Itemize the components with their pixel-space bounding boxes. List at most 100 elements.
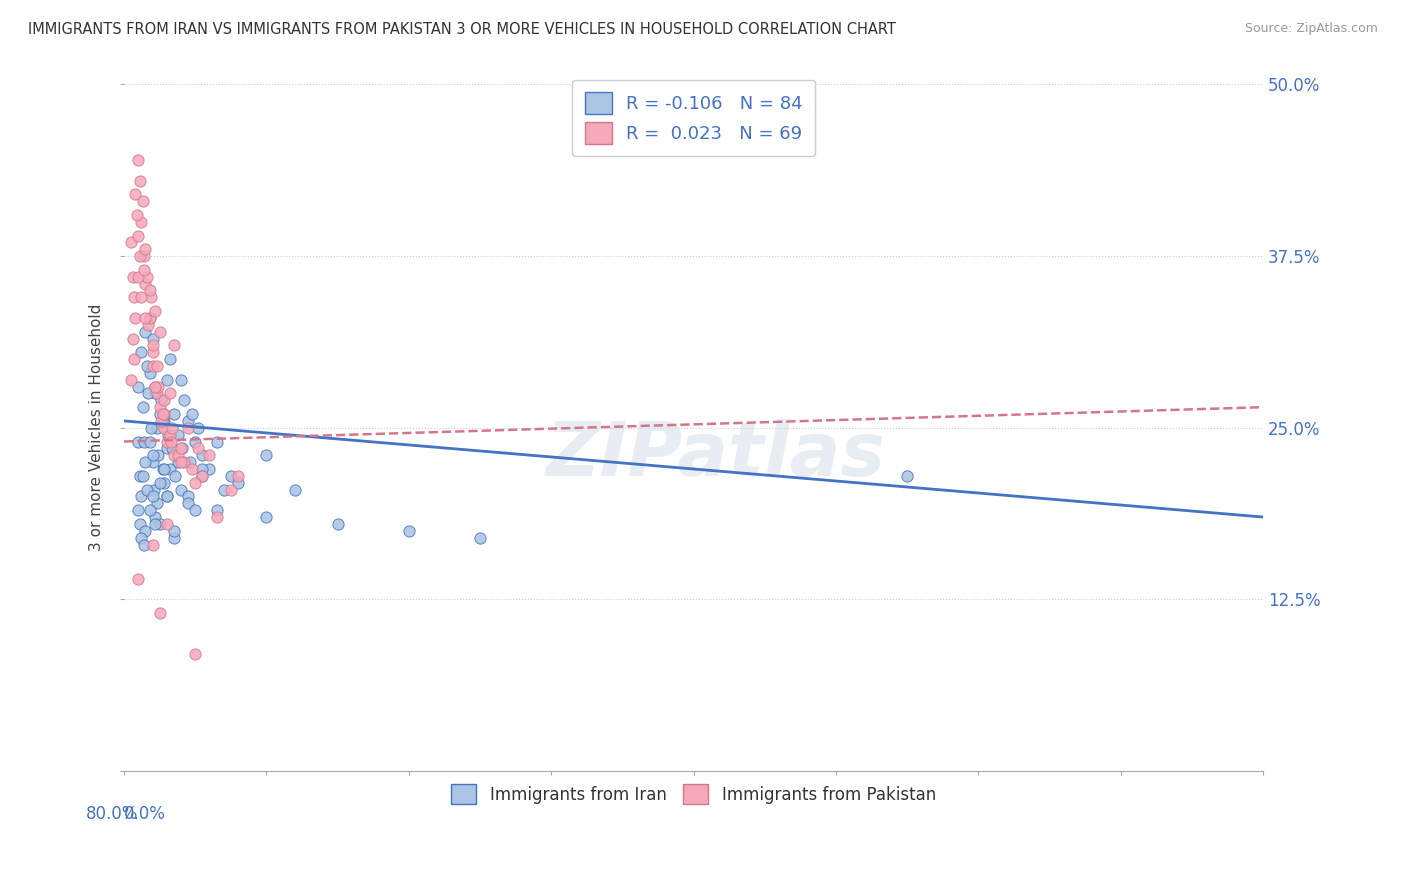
Y-axis label: 3 or more Vehicles in Household: 3 or more Vehicles in Household xyxy=(89,304,104,551)
Point xyxy=(139,290,162,304)
Point xyxy=(181,407,204,421)
Point xyxy=(129,490,152,504)
Point xyxy=(127,269,149,284)
Point xyxy=(143,483,166,497)
Point xyxy=(177,421,200,435)
Text: 80.0%: 80.0% xyxy=(86,805,138,823)
Point xyxy=(191,468,214,483)
Point xyxy=(398,524,420,538)
Point xyxy=(198,462,221,476)
Point xyxy=(134,524,156,538)
Point xyxy=(212,483,235,497)
Point xyxy=(128,516,150,531)
Point xyxy=(145,516,167,531)
Point xyxy=(149,516,172,531)
Point xyxy=(131,468,153,483)
Point xyxy=(138,434,160,449)
Point xyxy=(128,173,150,187)
Point xyxy=(129,215,152,229)
Point xyxy=(127,153,149,167)
Point xyxy=(153,462,176,476)
Point xyxy=(191,468,214,483)
Point xyxy=(141,448,163,462)
Point xyxy=(145,379,167,393)
Point xyxy=(205,434,228,449)
Point xyxy=(145,304,167,318)
Point xyxy=(173,393,195,408)
Point xyxy=(284,483,307,497)
Point xyxy=(173,455,195,469)
Point xyxy=(219,483,242,497)
Point xyxy=(187,421,209,435)
Point xyxy=(156,434,179,449)
Point xyxy=(163,524,186,538)
Point xyxy=(135,483,157,497)
Point xyxy=(163,407,186,421)
Point xyxy=(131,400,153,414)
Point xyxy=(170,373,193,387)
Point xyxy=(148,448,170,462)
Point xyxy=(159,386,181,401)
Point xyxy=(127,228,149,243)
Point xyxy=(121,269,143,284)
Point xyxy=(177,414,200,428)
Point xyxy=(179,455,201,469)
Point xyxy=(163,531,186,545)
Point xyxy=(128,468,150,483)
Point xyxy=(141,359,163,373)
Point xyxy=(150,393,173,408)
Point xyxy=(135,359,157,373)
Point xyxy=(132,249,155,263)
Point xyxy=(141,338,163,352)
Point xyxy=(132,263,155,277)
Point xyxy=(163,448,186,462)
Point xyxy=(152,407,174,421)
Point xyxy=(120,235,142,250)
Point xyxy=(148,379,170,393)
Point xyxy=(120,373,142,387)
Point xyxy=(191,462,214,476)
Point xyxy=(149,325,172,339)
Point xyxy=(157,427,180,442)
Point xyxy=(167,427,190,442)
Point xyxy=(152,462,174,476)
Point xyxy=(159,462,181,476)
Point xyxy=(128,249,150,263)
Point xyxy=(177,490,200,504)
Point xyxy=(146,496,169,510)
Point xyxy=(162,421,184,435)
Point xyxy=(184,434,207,449)
Point xyxy=(156,442,179,456)
Point xyxy=(134,277,156,291)
Point xyxy=(167,455,190,469)
Point xyxy=(138,310,160,325)
Point xyxy=(156,490,179,504)
Point xyxy=(153,421,176,435)
Point xyxy=(124,310,146,325)
Point xyxy=(152,414,174,428)
Point xyxy=(170,483,193,497)
Point xyxy=(145,379,167,393)
Point xyxy=(149,606,172,620)
Point xyxy=(122,290,145,304)
Point xyxy=(146,359,169,373)
Point xyxy=(205,503,228,517)
Point xyxy=(184,475,207,490)
Point xyxy=(141,455,163,469)
Point xyxy=(163,338,186,352)
Point xyxy=(138,284,160,298)
Point xyxy=(149,475,172,490)
Point xyxy=(149,400,172,414)
Point xyxy=(121,332,143,346)
Point xyxy=(184,648,207,662)
Point xyxy=(127,503,149,517)
Point xyxy=(226,468,249,483)
Point xyxy=(141,332,163,346)
Point xyxy=(131,194,153,209)
Point xyxy=(136,318,159,332)
Point xyxy=(156,373,179,387)
Point xyxy=(177,496,200,510)
Point xyxy=(256,510,278,524)
Point xyxy=(129,345,152,359)
Point xyxy=(134,325,156,339)
